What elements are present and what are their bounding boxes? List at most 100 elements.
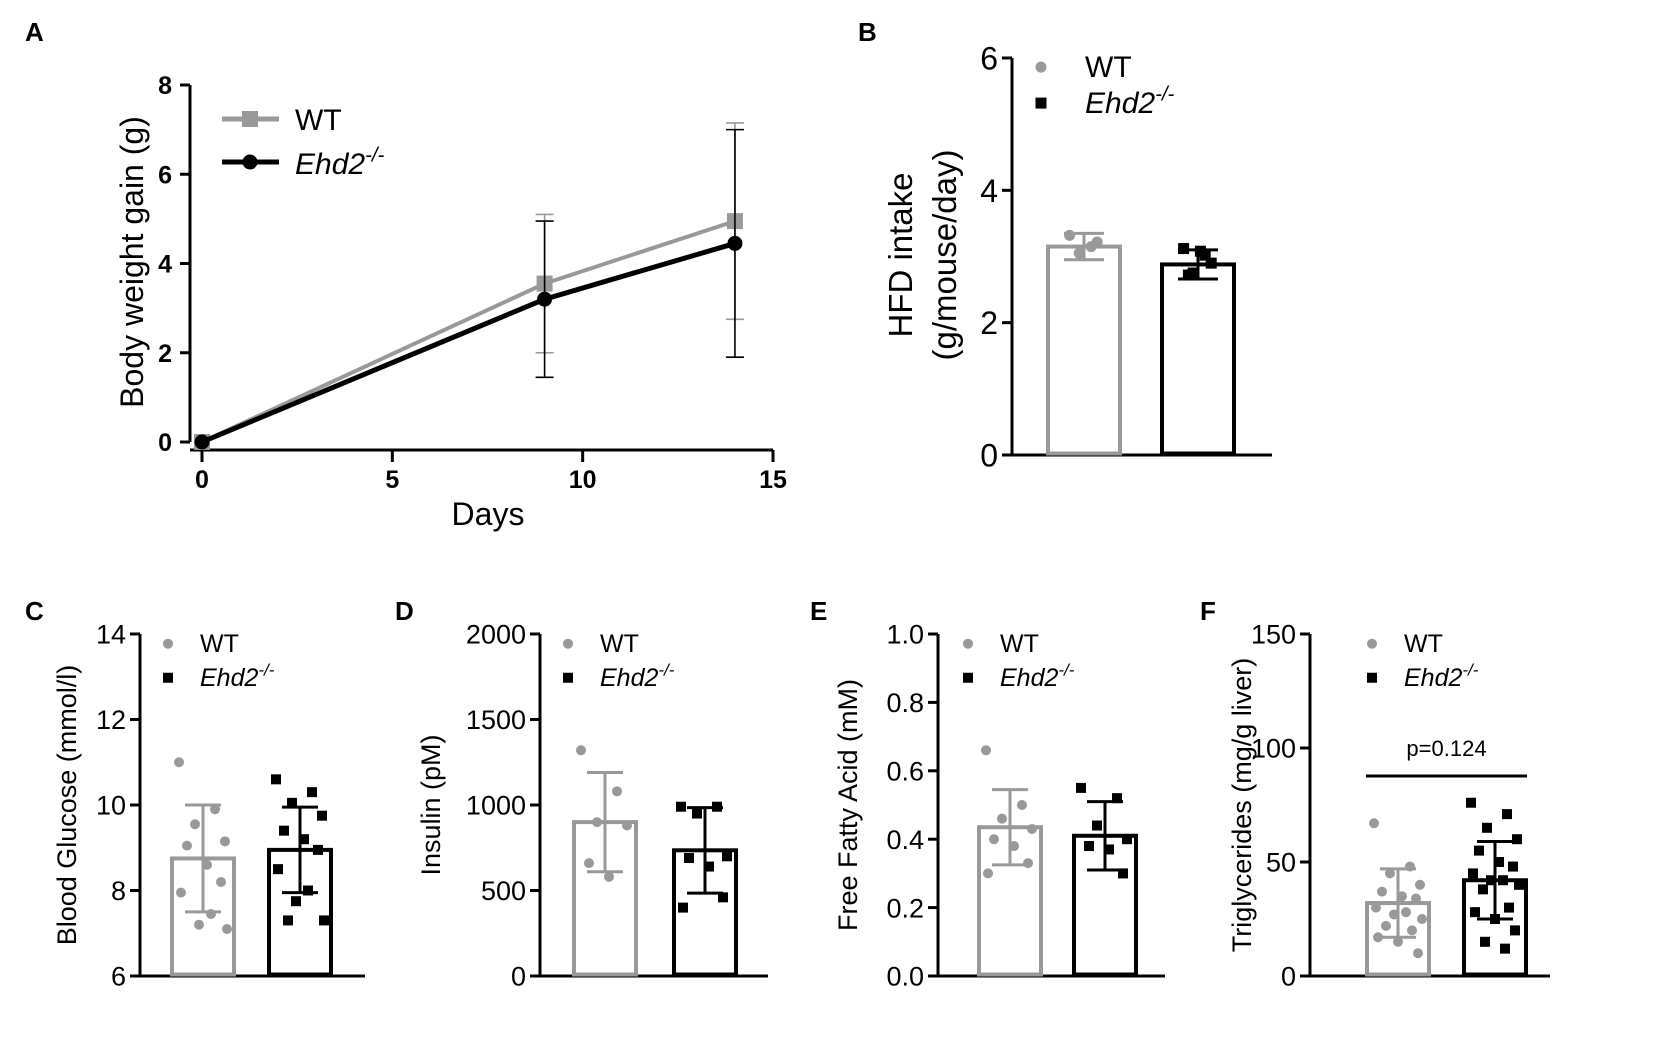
data-point-wt xyxy=(584,858,594,869)
data-point-wt xyxy=(981,745,991,756)
data-point-ko xyxy=(1122,834,1132,845)
data-point-ko xyxy=(676,801,686,812)
panel-f: F 0 50 100 150 Triglycerides (mg/g liver) WT Eh… xyxy=(1200,596,1550,992)
data-point-wt xyxy=(1393,936,1403,947)
y-tick-label: 10 xyxy=(96,791,126,821)
data-point-wt xyxy=(604,871,614,882)
legend-ko-base: Ehd2 xyxy=(200,664,258,692)
data-point-ko xyxy=(727,235,743,251)
y-tick-label: 6 xyxy=(980,41,998,77)
legend-wt-label: WT xyxy=(200,630,239,658)
data-point-wt xyxy=(220,836,230,847)
data-point-wt xyxy=(622,820,632,831)
data-point-ko xyxy=(1500,943,1510,954)
data-point-ko xyxy=(718,892,728,903)
legend-wt-label: WT xyxy=(1085,51,1132,84)
y-tick-label: 6 xyxy=(111,962,126,992)
data-point-ko xyxy=(1182,269,1194,281)
legend-ko-label: Ehd2-/- xyxy=(200,661,275,693)
data-point-wt xyxy=(983,868,993,879)
y-tick-label: 0 xyxy=(1281,962,1296,992)
data-point-ko xyxy=(287,797,297,808)
data-point-wt xyxy=(989,834,999,845)
legend-wt-label: WT xyxy=(295,104,342,137)
legend-ko-superscript: -/- xyxy=(258,661,274,680)
panel-e: E 0.0 0.2 0.4 0.6 0.8 1.0 Free Fatty Acid (mM) W… xyxy=(810,596,1165,992)
panel-label-b: B xyxy=(858,17,877,47)
data-point-wt xyxy=(1401,907,1411,918)
y-tick-label: 8 xyxy=(111,876,126,906)
y-tick-label: 1500 xyxy=(466,705,526,735)
y-tick-label: 0.2 xyxy=(886,893,924,923)
legend-ko-label: Ehd2-/- xyxy=(295,144,385,181)
y-tick-label: 12 xyxy=(96,705,126,735)
legend-ko-superscript: -/- xyxy=(1462,661,1478,680)
y-axis-title: Insulin (pM) xyxy=(416,734,446,875)
panel-label-e: E xyxy=(810,596,827,626)
legend-ko-marker xyxy=(163,672,173,683)
data-point-ko xyxy=(1486,875,1496,886)
data-point-wt xyxy=(1377,886,1387,897)
data-point-ko xyxy=(1480,936,1490,947)
data-point-ko xyxy=(1112,793,1122,804)
legend-wt-marker xyxy=(163,638,173,649)
y-tick-label: 14 xyxy=(96,620,126,650)
legend-ko-superscript: -/- xyxy=(365,144,384,166)
data-point-ko xyxy=(299,834,309,845)
data-point-wt xyxy=(592,817,602,828)
data-point-wt xyxy=(222,923,232,934)
x-axis-title: Days xyxy=(452,496,525,532)
data-point-wt xyxy=(1385,868,1395,879)
y-tick-label: 0 xyxy=(158,429,172,457)
data-point-wt xyxy=(1405,861,1415,872)
data-point-wt xyxy=(216,876,226,887)
data-point-wt xyxy=(1381,920,1391,931)
data-point-wt xyxy=(1415,879,1425,890)
data-point-ko xyxy=(317,810,327,821)
x-tick-label: 5 xyxy=(385,466,399,494)
legend-ko-base: Ehd2 xyxy=(600,664,658,692)
data-point-ko xyxy=(307,787,317,798)
data-point-ko xyxy=(1118,868,1128,879)
y-tick-label: 150 xyxy=(1251,620,1296,650)
data-point-wt xyxy=(1027,823,1037,834)
legend-ko-label: Ehd2-/- xyxy=(1085,83,1175,120)
panel-c: C 6 8 10 12 14 Blood Glucose (mmol/l) WT Ehd2-/- xyxy=(25,596,365,992)
bar-ko xyxy=(1160,262,1236,456)
legend-wt-label: WT xyxy=(600,630,639,658)
data-point-ko xyxy=(1470,907,1480,918)
data-point-wt xyxy=(194,919,204,930)
data-point-ko xyxy=(684,853,694,864)
data-point-ko xyxy=(1466,797,1476,808)
y-axis-title: Blood Glucose (mmol/l) xyxy=(52,665,82,946)
data-point-wt xyxy=(1073,247,1085,259)
legend-ko-base: Ehd2 xyxy=(1404,664,1462,692)
legend-ko-base: Ehd2 xyxy=(295,148,365,181)
data-point-wt xyxy=(190,819,200,830)
y-tick-label: 500 xyxy=(481,876,526,906)
data-point-ko xyxy=(1482,822,1492,833)
data-point-ko xyxy=(1490,914,1500,924)
data-point-ko xyxy=(1076,782,1086,793)
data-point-wt xyxy=(1417,914,1427,924)
data-point-wt xyxy=(174,757,184,768)
y-tick-label: 2000 xyxy=(466,620,526,650)
data-point-ko xyxy=(1194,245,1206,257)
y-tick-label: 0.8 xyxy=(886,688,924,718)
legend-wt-marker xyxy=(963,638,973,649)
data-point-ko xyxy=(319,915,329,926)
y-axis-title: Free Fatty Acid (mM) xyxy=(833,679,863,931)
data-point-ko xyxy=(313,844,323,855)
legend-ko-marker xyxy=(563,672,573,683)
data-point-wt xyxy=(612,786,622,797)
data-point-ko xyxy=(1178,243,1190,255)
data-point-ko xyxy=(291,896,301,907)
data-point-ko xyxy=(537,291,553,307)
y-tick-label: 0 xyxy=(511,962,526,992)
data-point-wt xyxy=(1397,891,1407,902)
series-line-ko xyxy=(201,241,736,445)
y-tick-label: 50 xyxy=(1266,848,1296,878)
legend-wt-marker xyxy=(242,111,258,127)
data-point-wt xyxy=(1407,925,1417,936)
